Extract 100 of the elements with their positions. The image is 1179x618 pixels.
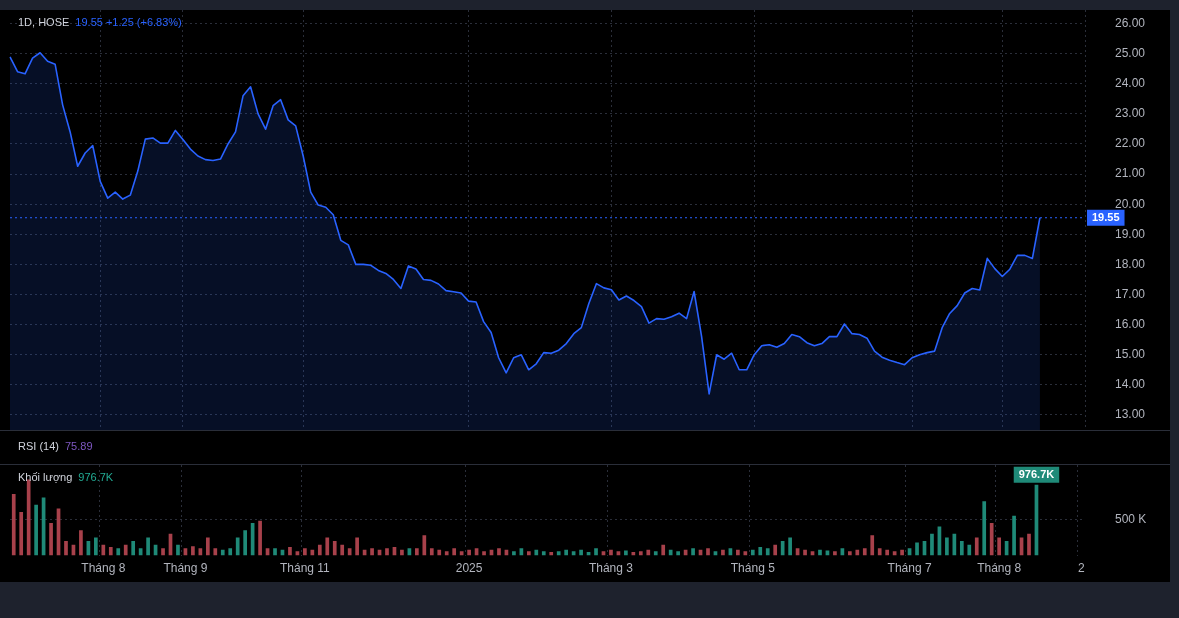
bar [116, 548, 121, 556]
bar [258, 520, 262, 556]
bar [482, 551, 486, 556]
bar [564, 549, 569, 556]
bar [676, 551, 680, 556]
bar [982, 501, 987, 556]
text: RSI (14) [18, 440, 59, 452]
bar [273, 548, 277, 556]
bar [668, 549, 673, 556]
bar [534, 549, 539, 556]
bar [220, 549, 225, 556]
bar [803, 549, 807, 556]
y-tick-label: 25.00 [1115, 45, 1146, 60]
y-tick-label: 24.00 [1115, 76, 1146, 91]
bar [370, 548, 374, 556]
bar [191, 546, 195, 556]
bar [310, 549, 315, 556]
bar [721, 549, 725, 556]
x-tick-label: Tháng 8 [81, 561, 126, 576]
bar [833, 551, 837, 556]
bar [288, 546, 292, 556]
bar [385, 548, 389, 556]
text: 19.55 +1.25 (+6.83%) [75, 16, 182, 28]
bar [862, 548, 867, 556]
bar [11, 493, 16, 556]
bar [79, 530, 83, 556]
bar [176, 544, 180, 556]
bar [444, 551, 449, 556]
ref-line-label: 19.55 [1092, 210, 1120, 223]
bar [422, 535, 427, 556]
bar [638, 551, 643, 556]
bar [213, 548, 218, 556]
bar [870, 535, 875, 556]
y-tick-label: 14.00 [1115, 377, 1146, 392]
y-tick-label: 19.00 [1115, 226, 1146, 241]
bar [930, 533, 934, 556]
bar [743, 551, 748, 556]
x-tick-label: Tháng 7 [887, 561, 932, 576]
bar [885, 549, 890, 556]
bar [400, 549, 404, 556]
bar [497, 548, 501, 556]
bar [347, 548, 352, 556]
x-tick-label: 2 [1077, 561, 1085, 576]
bar [758, 546, 763, 556]
bar [974, 537, 979, 556]
bar [467, 549, 471, 556]
bar [325, 537, 330, 556]
bar [706, 548, 710, 556]
bar [64, 541, 68, 556]
bar [736, 549, 740, 556]
y-tick-label: 23.00 [1115, 106, 1146, 121]
bar [332, 541, 337, 556]
bar [989, 522, 994, 556]
bar [900, 549, 904, 556]
y-tick-label: 20.00 [1115, 196, 1146, 211]
bar [94, 537, 98, 556]
bar [691, 548, 695, 556]
bar [915, 542, 919, 556]
y-tick-label: 21.00 [1115, 166, 1146, 181]
bar [959, 541, 964, 556]
bar [205, 537, 210, 556]
bar [235, 537, 240, 556]
bar [101, 544, 106, 556]
bar [131, 541, 136, 556]
bar [594, 548, 598, 556]
bar [355, 537, 359, 556]
x-tick-label: Tháng 3 [588, 561, 634, 576]
bar [228, 548, 233, 556]
bar [34, 504, 38, 556]
bar [549, 551, 554, 556]
y-tick-label: 26.00 [1115, 15, 1146, 30]
bar [579, 549, 583, 556]
bar [661, 544, 666, 556]
bar [243, 530, 247, 556]
y-tick-label: 22.00 [1115, 136, 1146, 151]
bar [49, 522, 53, 556]
bar [848, 551, 852, 556]
bar [123, 544, 128, 556]
x-tick-label: Tháng 8 [977, 561, 1022, 576]
y-tick-label: 13.00 [1115, 407, 1146, 422]
bar [541, 551, 546, 556]
bar [788, 537, 792, 556]
y-tick-label: 15.00 [1115, 347, 1146, 362]
bar [646, 549, 651, 556]
bar [108, 546, 113, 556]
bar [780, 541, 785, 556]
data-label: 976.7K [1018, 467, 1055, 480]
bar [653, 551, 658, 556]
bar [26, 479, 31, 556]
y-tick-label: 18.00 [1115, 256, 1146, 271]
y-tick-label: 500 K [1115, 511, 1147, 526]
text: Khối lượng [18, 471, 73, 483]
bar [415, 548, 419, 556]
bar [773, 544, 778, 556]
bar [526, 551, 531, 556]
bar [1027, 533, 1031, 556]
text: 75.89 [64, 440, 93, 452]
bar [997, 537, 1001, 556]
bar [452, 548, 457, 556]
bar [1012, 515, 1016, 556]
